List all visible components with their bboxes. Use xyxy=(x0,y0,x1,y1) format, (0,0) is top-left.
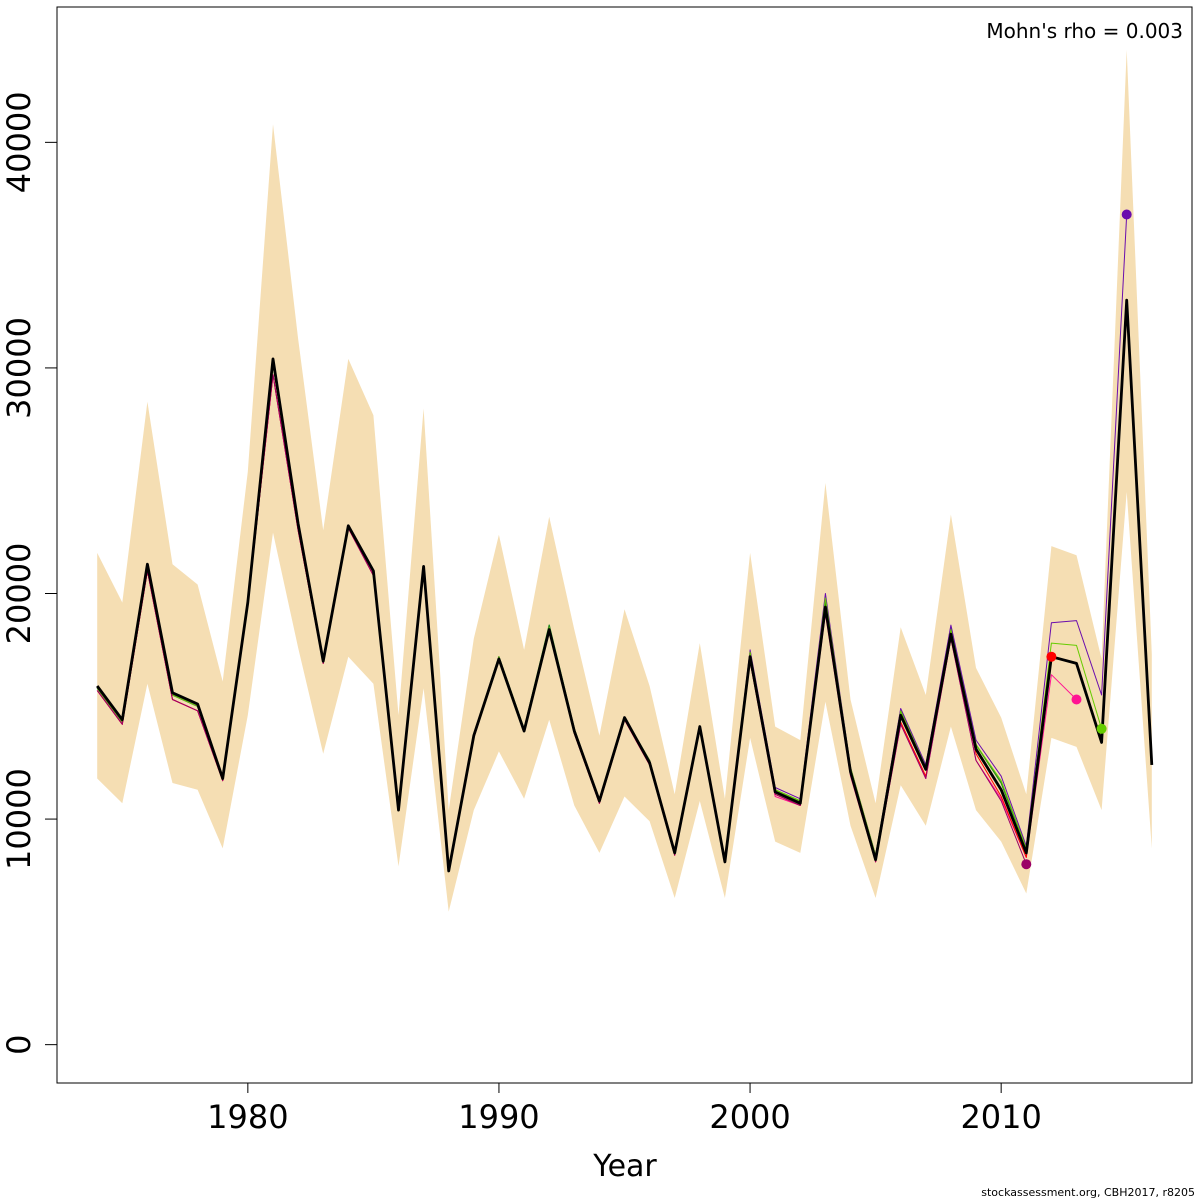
retro-endpoint-2014 xyxy=(1096,723,1107,734)
retro-endpoint-2015 xyxy=(1121,209,1132,220)
x-tick-label-1980: 1980 xyxy=(207,1098,288,1136)
confidence-band-layer xyxy=(97,49,1152,912)
retro-endpoints-layer xyxy=(1021,209,1132,870)
x-tick-label-2010: 2010 xyxy=(960,1098,1041,1136)
confidence-band xyxy=(97,49,1152,912)
series-layer xyxy=(96,214,1154,873)
x-axis-title: Year xyxy=(592,1149,657,1184)
x-tick-label-2000: 2000 xyxy=(709,1098,790,1136)
x-tick-label-1990: 1990 xyxy=(458,1098,539,1136)
axes-layer: 1980 1990 2000 2010 0 10000 20000 30000 40000 xyxy=(0,91,1042,1136)
y-tick-label-20000: 20000 xyxy=(0,543,38,645)
y-tick-label-30000: 30000 xyxy=(0,317,38,419)
mohns-rho-annotation: Mohn's rho = 0.003 xyxy=(986,19,1183,43)
retro-endpoint-2012 xyxy=(1046,651,1057,662)
y-tick-label-0: 0 xyxy=(0,1034,38,1054)
retro-endpoint-2011 xyxy=(1021,859,1032,870)
retro-endpoint-2013 xyxy=(1071,694,1082,705)
y-tick-label-40000: 40000 xyxy=(0,91,38,193)
series-line-main xyxy=(96,298,1154,873)
footer-credit: stockassessment.org, CBH2017, r8205 xyxy=(981,1186,1195,1199)
plot-frame xyxy=(56,6,1193,1084)
y-tick-label-10000: 10000 xyxy=(0,768,38,870)
